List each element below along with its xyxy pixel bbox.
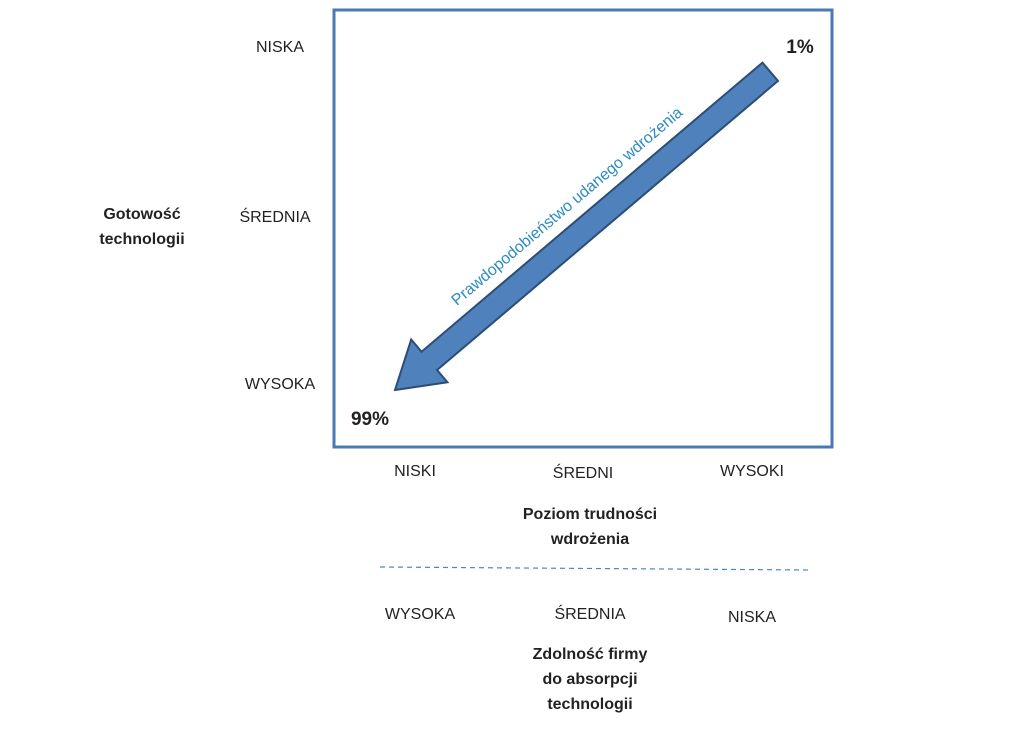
y-label: ŚREDNIA	[239, 207, 310, 226]
y-title: technologii	[99, 231, 184, 248]
x-label: NISKI	[394, 463, 436, 480]
x2-label: NISKA	[728, 609, 776, 626]
y-title: Gotowość	[103, 206, 180, 223]
x-title: Poziom trudności	[523, 506, 657, 523]
x2-label: WYSOKA	[385, 606, 456, 623]
x-label: ŚREDNI	[553, 463, 613, 482]
x2-title: Zdolność firmy	[533, 646, 648, 663]
arrow: Prawdopodobieństwo udanego wdrożenia	[393, 61, 780, 392]
y-label: NISKA	[256, 39, 304, 56]
matrix-box	[332, 8, 834, 449]
x2-title: technologii	[547, 696, 632, 713]
x-label: WYSOKI	[720, 463, 784, 480]
x2-title: do absorpcji	[542, 671, 637, 688]
separator	[379, 566, 811, 571]
y-label: WYSOKA	[245, 376, 316, 393]
arrow-label: Prawdopodobieństwo udanego wdrożenia	[449, 104, 687, 309]
x-title: wdrożenia	[550, 531, 629, 548]
arrow-shape	[393, 61, 780, 392]
end-label: 99%	[351, 409, 389, 430]
x2-label: ŚREDNIA	[554, 604, 625, 623]
start-label: 1%	[786, 37, 814, 58]
